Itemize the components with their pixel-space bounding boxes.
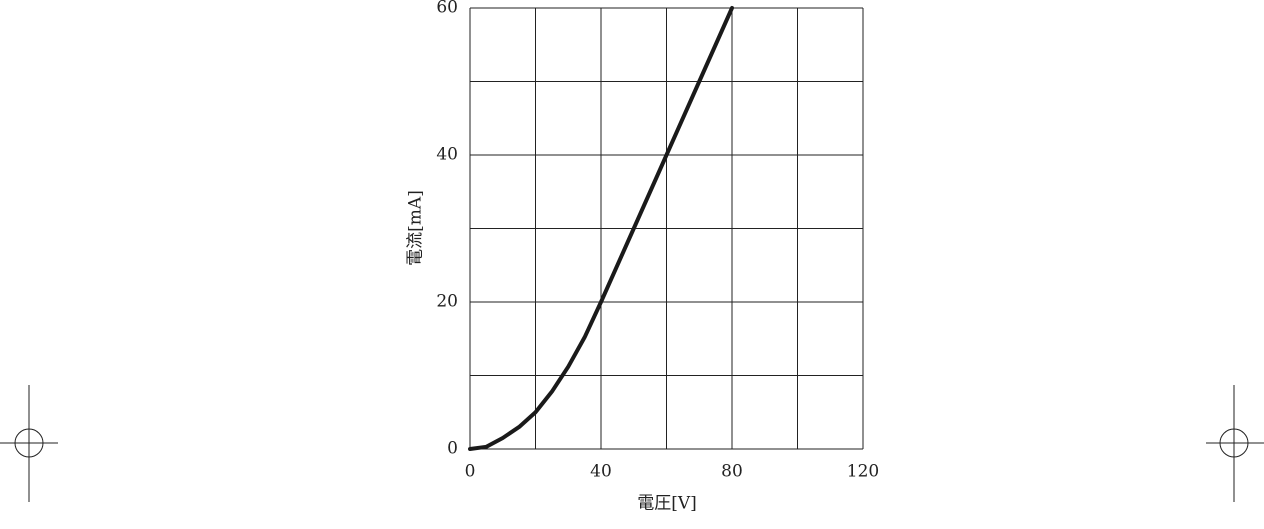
y-tick-label: 40 [436, 145, 458, 165]
x-tick-label: 120 [847, 462, 879, 482]
y-tick-label: 60 [436, 0, 458, 18]
x-tick-label: 80 [721, 462, 743, 482]
y-tick-label: 0 [447, 439, 458, 459]
y-tick-label: 20 [436, 292, 458, 312]
x-axis-label: 電圧[V] [637, 494, 697, 514]
data-line [468, 6, 734, 451]
y-axis-label: 電流[mA] [406, 190, 426, 266]
registration-mark-right [1206, 385, 1264, 502]
x-tick-label: 40 [590, 462, 612, 482]
registration-mark-left [0, 385, 58, 502]
x-tick-label: 0 [465, 462, 476, 482]
